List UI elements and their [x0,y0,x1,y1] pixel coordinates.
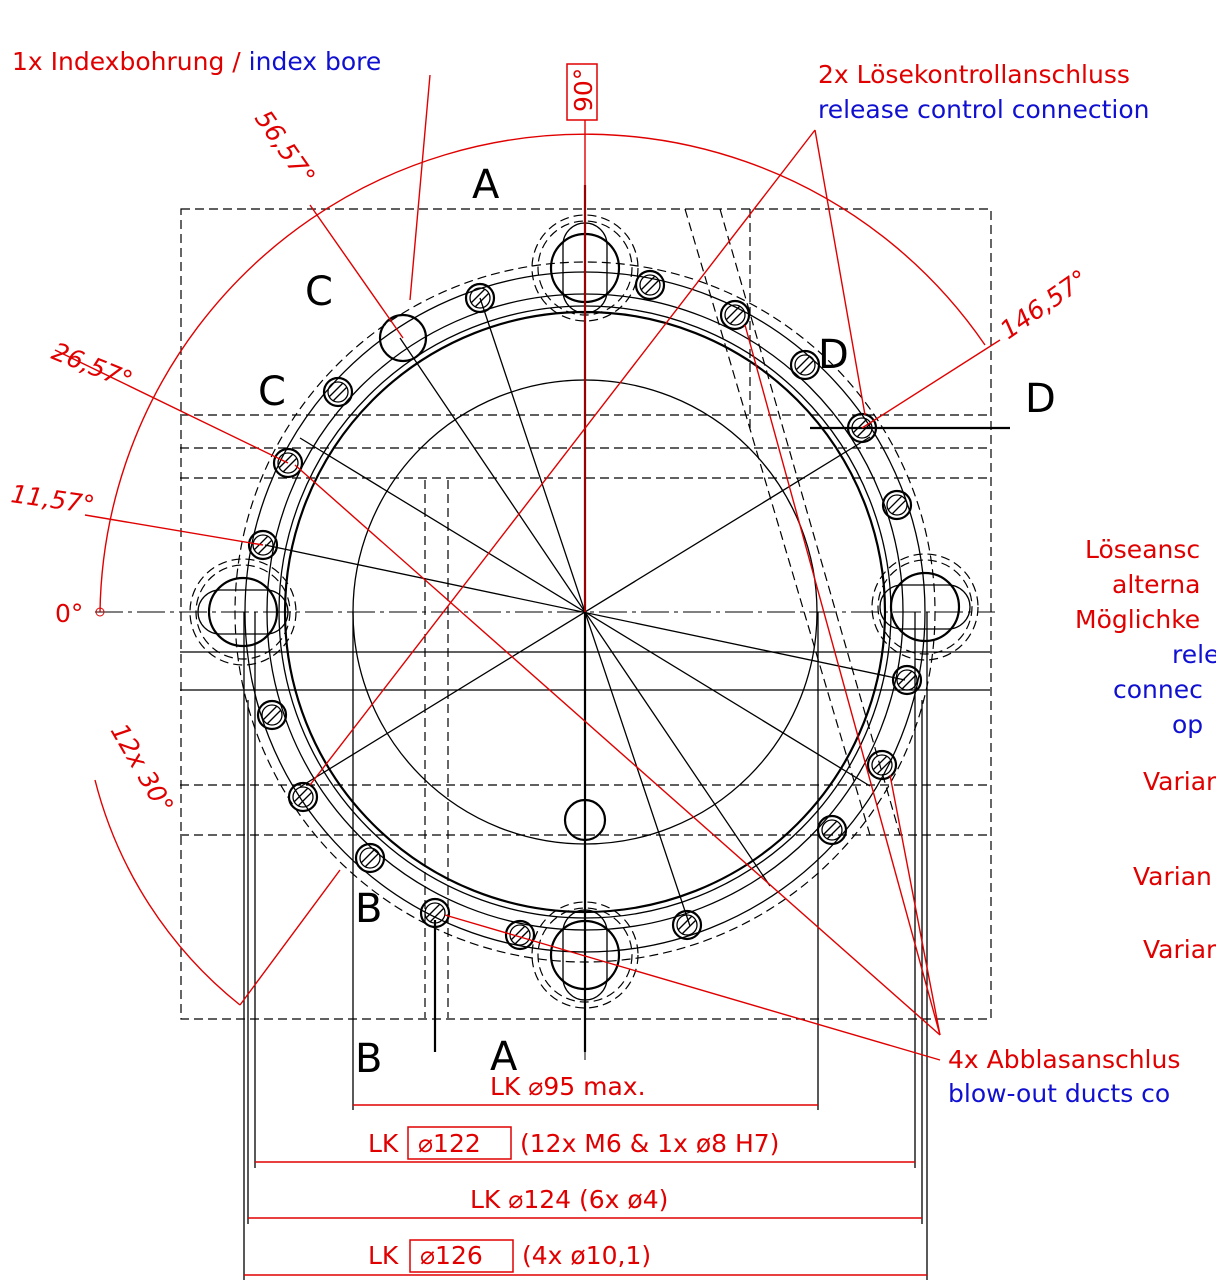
note: op [1172,710,1203,739]
label-de: 2x Lösekontrollanschluss [818,60,1130,89]
angle-label: 56,57° [249,105,321,191]
lk: LK [470,1185,501,1214]
section-letter: B [355,1036,382,1082]
hole-thread [795,355,815,375]
section-letter: C [305,269,333,315]
line [720,209,900,835]
angle-label: 146,57° [995,264,1094,345]
section-letter: A [472,162,500,208]
section-letter: D [1025,376,1056,422]
label-de: 1x Indexbohrung [12,47,224,76]
leader [310,130,815,785]
angle-label: 12x 30° [105,719,180,819]
note: Möglichke [1075,605,1200,634]
dim-text: LK ⌀124 (6x ø4) [470,1185,668,1214]
note: Löseansc [1085,535,1200,564]
label-en: index bore [249,47,382,76]
note: connec [1113,675,1203,704]
hole-thread [887,495,907,515]
dim-text: LK ⌀122 (12x M6 & 1x ø8 H7) [368,1129,779,1158]
note: (6x ø4) [579,1185,668,1214]
note: max. [583,1072,645,1101]
note: Varian [1143,767,1216,796]
angle-label: 0° [55,599,83,628]
angle-label: 11,57° [9,479,96,519]
hole-thread [328,382,348,402]
note: Varian [1133,862,1212,891]
hole-thread [360,848,380,868]
geometry [95,120,1010,1060]
dia: ⌀122 [418,1129,481,1158]
hole-thread [293,787,313,807]
note: (12x M6 & 1x ø8 H7) [520,1129,779,1158]
slash: / [232,47,241,76]
dia: ⌀95 [528,1072,575,1101]
section-letter: D [818,332,849,378]
section-letter: C [258,369,286,415]
label-en: release control connection [818,95,1149,124]
angle-label: 90° [569,68,598,112]
index-bore: 1x Indexbohrung / index bore [12,47,381,76]
dia: ⌀126 [420,1241,483,1270]
lk: LK [368,1129,399,1158]
note: alterna [1112,570,1200,599]
dim-text: LK ⌀95 max. [490,1072,646,1101]
hole-thread [725,305,745,325]
note: (4x ø10,1) [522,1241,651,1270]
label-de: 4x Abblasanschlus [948,1045,1180,1074]
leader [410,75,430,300]
section-letter: B [355,886,382,932]
hole-thread [822,820,842,840]
dia: ⌀124 [508,1185,571,1214]
note: rele [1172,640,1216,669]
note: Varian [1143,935,1216,964]
leader [85,515,263,545]
drawing: 1x Indexbohrung / index bore 2x Lösekont… [0,0,1216,1285]
lk: LK [490,1072,521,1101]
hole-thread [262,705,282,725]
hole-thread [897,670,917,690]
angle-arc [95,780,240,1005]
angle-label: 26,57° [48,337,137,395]
lk: LK [368,1241,399,1270]
label-en: blow-out ducts co [948,1079,1170,1108]
